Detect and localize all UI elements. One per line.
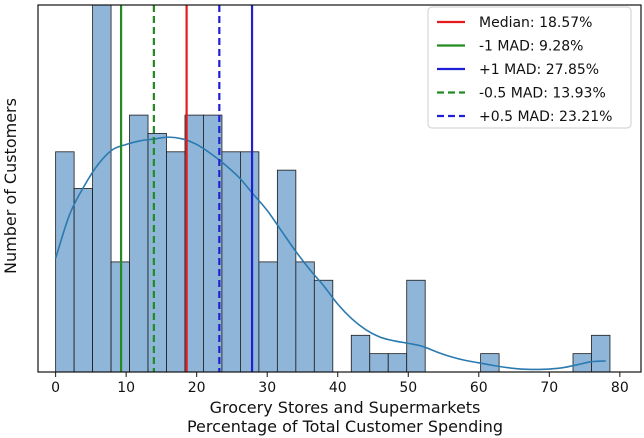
histogram-bar-16 [350, 334, 371, 373]
legend-label-3: -0.5 MAD: 13.93% [479, 86, 606, 102]
legend-label-4: +0.5 MAD: 23.21% [479, 109, 612, 125]
kde-curve [54, 136, 606, 371]
bars-layer [55, 4, 611, 373]
histogram-bar-7 [184, 114, 204, 373]
legend-label-2: +1 MAD: 27.85% [479, 62, 599, 78]
histogram-bar-1 [73, 188, 93, 373]
x-axis-label-line-2: Percentage of Total Customer Spending [187, 417, 503, 436]
histogram-bar-13 [295, 261, 315, 373]
histogram-bar-0 [55, 151, 75, 373]
histogram-bar-23 [480, 353, 500, 373]
histogram-bar-4 [129, 114, 149, 373]
plot-frame [37, 4, 642, 373]
x-tick-label-7: 70 [540, 380, 558, 396]
x-tick-label-8: 80 [611, 380, 629, 396]
histogram-bar-10 [240, 151, 260, 373]
x-tick-label-5: 50 [399, 380, 417, 396]
x-tick-label-3: 30 [258, 380, 276, 396]
histogram-bar-19 [406, 279, 426, 373]
histogram-bar-18 [387, 353, 408, 373]
histogram-bar-11 [258, 261, 278, 373]
histogram-bar-9 [221, 151, 241, 373]
histogram-bar-6 [166, 151, 186, 373]
x-axis-label-line-1: Grocery Stores and Supermarkets [210, 398, 481, 417]
histogram-bar-12 [276, 169, 297, 373]
legend: Median: 18.57% -1 MAD: 9.28% +1 MAD: 27.85… [427, 6, 632, 129]
legend-label-0: Median: 18.57% [479, 15, 592, 31]
x-tick-label-4: 40 [329, 380, 347, 396]
histogram-bar-5 [147, 133, 167, 373]
legend-items: Median: 18.57% -1 MAD: 9.28% +1 MAD: 27.85… [437, 15, 612, 125]
y-axis-label: Number of Customers [1, 98, 20, 274]
x-tick-label-0: 0 [51, 380, 60, 396]
x-axis-ticks: 0 10 20 30 40 50 60 70 80 [51, 372, 629, 396]
x-tick-label-1: 10 [117, 380, 135, 396]
reference-lines-layer [119, 5, 254, 372]
x-tick-label-2: 20 [188, 380, 206, 396]
histogram-bar-29 [591, 334, 611, 373]
histogram-bar-2 [92, 4, 112, 373]
x-tick-label-6: 60 [470, 380, 488, 396]
legend-box [427, 6, 632, 129]
histogram-bar-17 [369, 353, 389, 373]
legend-label-1: -1 MAD: 9.28% [479, 39, 584, 55]
